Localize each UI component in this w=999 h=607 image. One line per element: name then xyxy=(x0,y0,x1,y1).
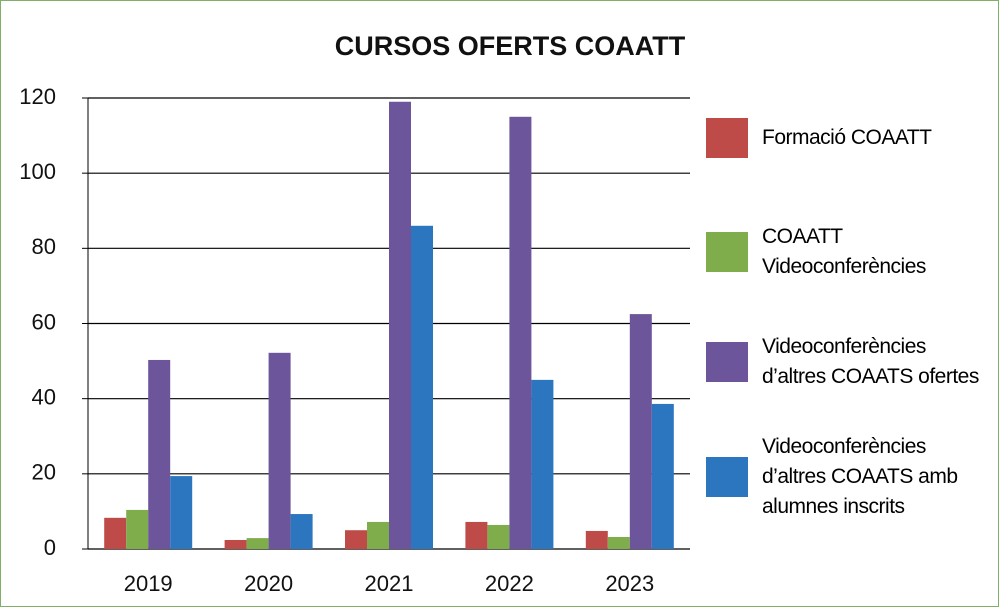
legend-swatch xyxy=(706,342,748,382)
bar xyxy=(389,101,411,549)
bar xyxy=(126,509,149,549)
legend-swatch xyxy=(706,232,748,272)
bar xyxy=(367,521,389,549)
bar xyxy=(531,379,554,549)
bar xyxy=(651,403,674,549)
bar xyxy=(585,530,608,549)
legend-label: Videoconferències d’altres COAATS amb al… xyxy=(762,435,958,518)
bar xyxy=(268,352,291,549)
x-tick-label: 2023 xyxy=(605,571,654,596)
y-tick-label: 0 xyxy=(44,535,56,560)
legend-label: Videoconferències d’altres COAATS oferte… xyxy=(762,335,979,388)
bar xyxy=(607,536,630,549)
x-tick-label: 2020 xyxy=(244,571,293,596)
bar xyxy=(411,225,433,550)
x-tick-label: 2019 xyxy=(124,571,173,596)
bar xyxy=(290,514,313,549)
bar xyxy=(246,538,269,549)
bar xyxy=(224,539,247,549)
bar xyxy=(170,476,193,549)
bar xyxy=(148,359,171,549)
chart-title: CURSOS OFERTS COAATT xyxy=(335,31,686,61)
bar xyxy=(465,521,488,549)
y-tick-label: 80 xyxy=(32,234,56,259)
legend-item: Videoconferències d’altres COAATS amb al… xyxy=(706,432,962,522)
bar xyxy=(104,517,127,549)
y-tick-label: 20 xyxy=(32,460,56,485)
legend-swatch xyxy=(706,118,748,158)
y-tick-label: 120 xyxy=(19,84,56,109)
bar xyxy=(629,314,652,549)
y-tick-label: 60 xyxy=(32,309,56,334)
legend-swatch xyxy=(706,457,748,497)
legend-item: COAATT Videoconferències xyxy=(706,222,942,282)
bar xyxy=(509,116,532,550)
x-tick-label: 2022 xyxy=(485,571,534,596)
legend-label: Formació COAATT xyxy=(762,126,932,149)
legend-item: Formació COAATT xyxy=(706,118,982,158)
x-tick-label: 2021 xyxy=(365,571,414,596)
bar xyxy=(487,524,510,549)
y-tick-label: 100 xyxy=(19,159,56,184)
bar xyxy=(345,530,367,549)
legend-item: Videoconferències d’altres COAATS oferte… xyxy=(706,332,982,392)
y-tick-label: 40 xyxy=(32,384,56,409)
legend-label: COAATT Videoconferències xyxy=(762,225,926,278)
